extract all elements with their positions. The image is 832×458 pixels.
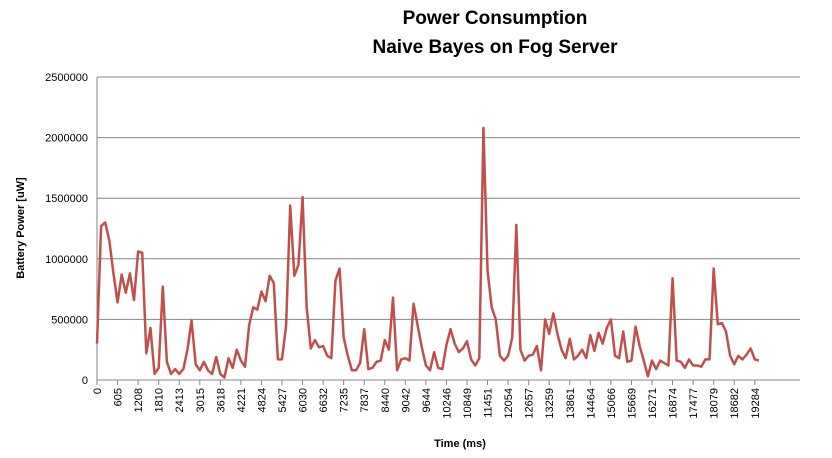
x-tick-label: 1208 [133,388,145,412]
x-tick-label: 14464 [585,388,597,419]
x-tick-label: 13861 [565,388,577,419]
x-tick-label: 13259 [544,388,556,419]
y-tick-label: 1500000 [45,193,88,205]
x-tick-label: 8440 [380,388,392,412]
x-tick-label: 12657 [524,388,536,419]
y-tick-label: 500000 [51,314,88,326]
x-tick-label: 605 [113,388,125,406]
x-tick-label: 6030 [298,388,310,412]
y-tick-label: 2500000 [45,72,88,84]
x-tick-label: 12054 [503,388,515,419]
x-tick-label: 4824 [256,388,268,412]
x-tick-label: 18682 [729,388,741,419]
x-tick-label: 11451 [483,388,495,418]
x-tick-label: 17477 [688,388,700,419]
x-tick-label: 15066 [606,388,618,419]
x-tick-label: 9644 [421,388,433,412]
x-tick-label: 1810 [154,388,166,412]
x-tick-label: 16874 [668,388,680,419]
x-tick-label: 7235 [339,388,351,412]
y-tick-label: 0 [82,375,88,387]
x-tick-label: 10246 [441,388,453,419]
x-tick-label: 4221 [236,388,248,412]
x-tick-label: 5427 [277,388,289,412]
chart-subtitle: Naive Bayes on Fog Server [373,37,619,58]
x-tick-label: 15669 [626,388,638,419]
x-tick-label: 0 [92,388,104,394]
y-tick-label: 1000000 [45,254,88,266]
y-axis-title: Battery Power [uW] [15,177,27,279]
x-tick-label: 10849 [462,388,474,419]
x-tick-label: 16271 [647,388,659,419]
x-tick-label: 3618 [215,388,227,412]
y-tick-label: 2000000 [45,133,88,145]
x-tick-label: 3015 [195,388,207,412]
x-tick-label: 9042 [400,388,412,412]
x-tick-label: 18079 [709,388,721,419]
x-tick-label: 6632 [318,388,330,412]
chart-title: Power Consumption [403,8,588,29]
x-tick-label: 7837 [359,388,371,412]
x-tick-label: 19284 [750,388,762,419]
x-tick-label: 2413 [174,388,186,412]
data-line [95,126,760,379]
x-axis-title: Time (ms) [434,438,486,450]
